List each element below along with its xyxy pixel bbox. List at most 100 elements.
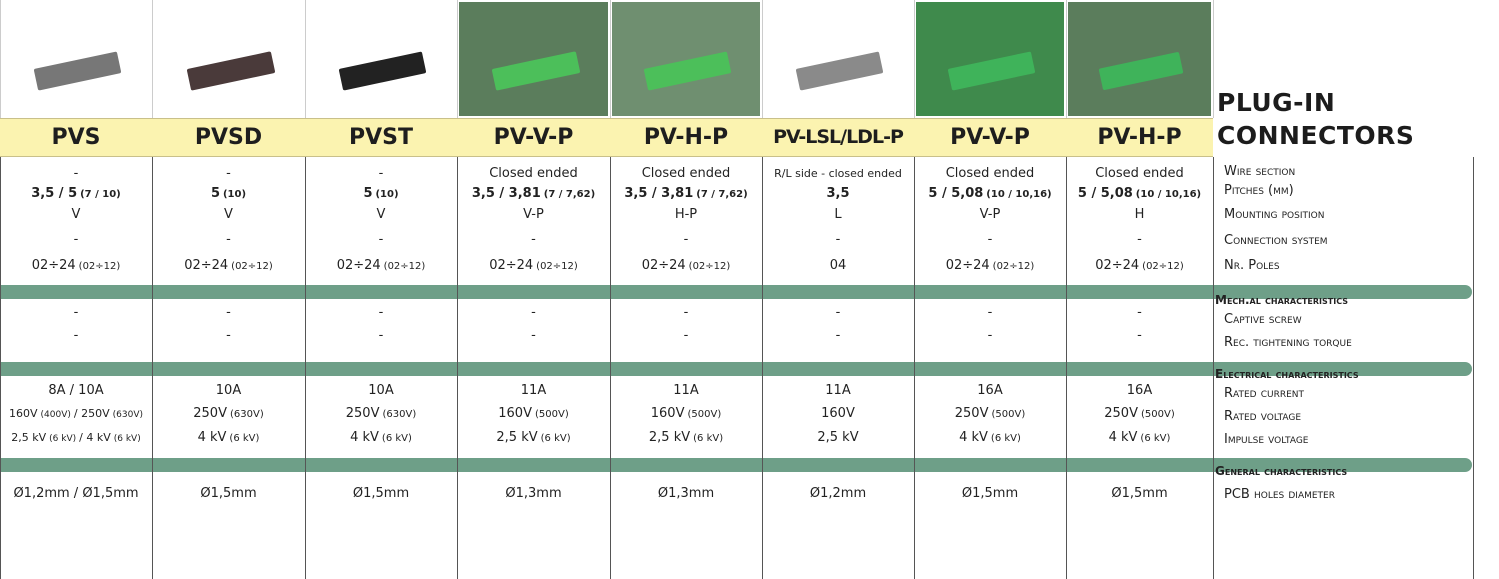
cell-line: V <box>152 207 305 223</box>
cell-line: 3,5 <box>762 186 914 202</box>
cell-text: Ø1,5mm <box>962 486 1018 501</box>
cell-line: 5 / 5,08(10 / 10,16) <box>914 186 1066 203</box>
product-image <box>2 2 150 116</box>
cell-line: - <box>152 305 305 321</box>
cell-text: - <box>684 305 689 320</box>
cell-text: 250V <box>346 406 380 421</box>
cell-line: - <box>0 232 152 248</box>
image-divider <box>1066 0 1067 118</box>
image-divider <box>0 0 1 118</box>
unit-note: (02÷12) <box>1142 261 1184 272</box>
product-image <box>459 2 608 116</box>
cell-line: Closed ended <box>457 166 610 182</box>
cell-text: - <box>379 328 384 343</box>
product-image <box>612 2 760 116</box>
cell-line: - <box>762 232 914 248</box>
cell-text: - <box>836 305 841 320</box>
cell-line: - <box>0 166 152 182</box>
cell-text: H-P <box>675 207 697 222</box>
cell-text: 5 / 5,08 <box>928 186 983 201</box>
section-heading: General characteristics <box>1215 464 1347 478</box>
row-label: Rated current <box>1224 386 1304 402</box>
cell-text: 02÷24 <box>489 258 533 273</box>
cell-line: - <box>305 305 457 321</box>
cell-text: - <box>379 305 384 320</box>
row-label: Rec. tightening torque <box>1224 335 1352 351</box>
cell-text: - <box>836 328 841 343</box>
row-label: Mounting position <box>1224 207 1324 223</box>
product-shape <box>339 51 427 90</box>
cell-line: Closed ended <box>610 166 762 182</box>
cell-text: Ø1,3mm <box>658 486 714 501</box>
cell-line: 4 kV(6 kV) <box>305 430 457 447</box>
cell-line: - <box>762 328 914 344</box>
cell-line: Ø1,2mm <box>762 486 914 502</box>
cell-text: H <box>1135 207 1145 222</box>
product-shape <box>186 51 274 90</box>
cell-line: 250V(630V) <box>152 406 305 423</box>
cell-line: Ø1,5mm <box>1066 486 1213 502</box>
cell-text: 3,5 / 5 <box>31 186 77 201</box>
cell-line: R/L side - closed ended <box>762 166 914 182</box>
cell-text: 02÷24 <box>642 258 686 273</box>
product-shape <box>34 51 122 90</box>
cell-text: Closed ended <box>1095 166 1184 181</box>
cell-line: 5 / 5,08(10 / 10,16) <box>1066 186 1213 203</box>
unit-note: (10) <box>375 189 398 200</box>
unit-note: (6 kV) <box>1140 433 1170 444</box>
unit-note: (500V) <box>535 409 569 420</box>
unit-note: (10 / 10,16) <box>1136 189 1201 200</box>
cell-text: 02÷24 <box>1095 258 1139 273</box>
column-line <box>1213 157 1214 579</box>
cell-text: - <box>684 232 689 247</box>
unit-note: (02÷12) <box>689 261 731 272</box>
cell-line: 2,5 kV <box>762 430 914 446</box>
cell-line: H-P <box>610 207 762 223</box>
product-image <box>307 2 455 116</box>
cell-text: 04 <box>830 258 847 273</box>
cell-line: Ø1,2mm / Ø1,5mm <box>0 486 152 502</box>
cell-line: 16A <box>914 383 1066 399</box>
cell-line: - <box>914 328 1066 344</box>
cell-text: - <box>531 328 536 343</box>
unit-note: (400V) <box>41 410 71 420</box>
image-divider <box>610 0 611 118</box>
product-shape <box>948 51 1036 90</box>
product-shape <box>644 51 732 90</box>
frame-line <box>1473 157 1474 579</box>
cell-text: Ø1,5mm <box>200 486 256 501</box>
cell-line: 160V(500V) <box>457 406 610 423</box>
unit-note: (630V) <box>230 409 264 420</box>
cell-text: V-P <box>523 207 544 222</box>
product-image <box>764 2 912 116</box>
product-name: PVST <box>305 118 457 157</box>
cell-line: - <box>152 166 305 182</box>
image-divider <box>762 0 763 118</box>
cell-text: 02÷24 <box>337 258 381 273</box>
unit-note: (02÷12) <box>384 261 426 272</box>
cell-line: 10A <box>305 383 457 399</box>
cell-line: - <box>0 305 152 321</box>
product-name: PV-V-P <box>457 118 610 157</box>
row-label: Impulse voltage <box>1224 432 1308 448</box>
image-divider <box>457 0 458 118</box>
cell-line: - <box>0 328 152 344</box>
cell-line: - <box>457 328 610 344</box>
product-name: PV-H-P <box>1066 118 1213 157</box>
cell-line: 3,5 / 5(7 / 10) <box>0 186 152 203</box>
cell-line: - <box>457 305 610 321</box>
unit-note: (630V) <box>382 409 416 420</box>
cell-line: Ø1,3mm <box>610 486 762 502</box>
product-image <box>1068 2 1211 116</box>
cell-text: Closed ended <box>489 166 578 181</box>
row-label: Nr. Poles <box>1224 258 1280 274</box>
unit-note: (7 / 10) <box>80 189 121 200</box>
cell-text: - <box>531 232 536 247</box>
cell-text: Ø1,5mm <box>353 486 409 501</box>
cell-line: Ø1,5mm <box>152 486 305 502</box>
cell-text: - <box>226 305 231 320</box>
product-name: PVS <box>0 118 152 157</box>
section-heading: Electrical characteristics <box>1215 367 1359 381</box>
cell-text: 8A / 10A <box>48 383 103 398</box>
unit-note: (7 / 7,62) <box>544 189 595 200</box>
